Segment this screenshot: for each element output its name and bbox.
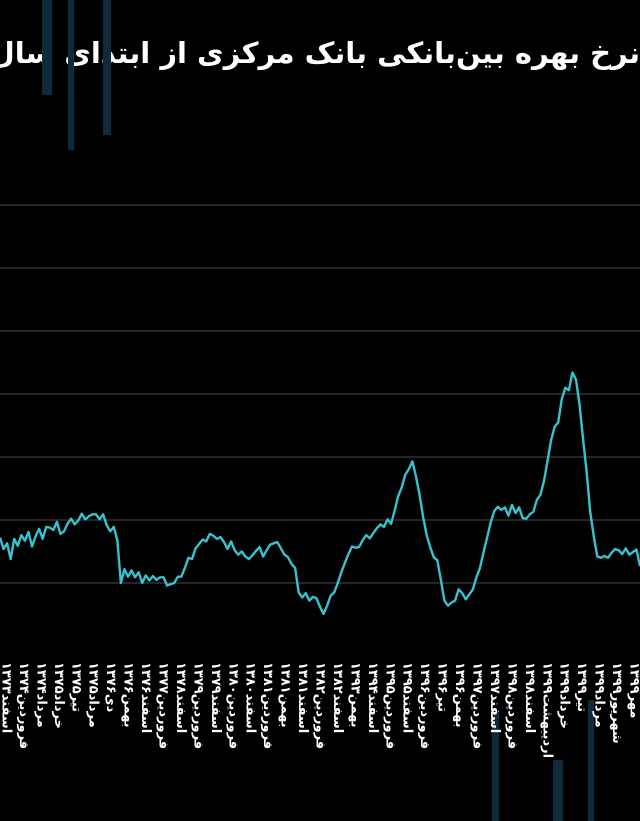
x-tick-label: فروردین۱۳۸۰ [225, 662, 240, 749]
x-tick-label: اسفند۱۳۷۶ [138, 662, 153, 733]
x-tick-label: مرداد۱۳۷۴ [33, 662, 48, 728]
x-tick-label: اسفند۱۳۸۲ [330, 662, 345, 733]
x-tick-label: اسفند۱۳۹۷ [487, 662, 502, 733]
x-tick-label: تیر۱۳۷۵ [68, 662, 83, 712]
x-tick-label: فروردین۱۳۷۹ [190, 662, 205, 749]
x-tick-label: اسفند۱۳۸۰ [243, 662, 258, 733]
x-tick-label: فروردین۱۳۸۲ [313, 662, 328, 749]
x-tick-label: بهمن۱۳۷۶ [121, 662, 136, 728]
x-tick-label: فروردین۱۳۸۱ [260, 662, 275, 749]
background-decoration [42, 0, 594, 821]
x-tick-label: خرداد۱۳۷۵ [51, 662, 66, 729]
x-tick-label: مرداد۱۳۹۹ [592, 662, 607, 728]
decor-bar [553, 760, 563, 821]
y-gridlines [0, 204, 640, 584]
x-tick-label: اسفند۱۳۸۱ [295, 662, 310, 733]
x-tick-label: فروردین۱۳۹۶ [417, 662, 432, 749]
series-group [0, 371, 640, 616]
decor-bar [492, 712, 499, 821]
x-tick-label: اسفند۱۳۹۴ [365, 662, 380, 733]
x-tick-label: فروردین۱۳۹۸ [504, 662, 519, 749]
x-tick-label: تیر۱۳۹۶ [435, 662, 450, 712]
x-tick-label: اردیبهشت۱۳۹۹ [539, 662, 554, 758]
decor-bar [103, 0, 111, 135]
x-tick-label: بهمن۱۳۹۶ [452, 662, 467, 728]
series-line [0, 371, 640, 616]
x-tick-label: فروردین۱۳۹۵ [382, 662, 397, 749]
x-tick-label: مرداد۱۳۷۵ [86, 662, 101, 728]
x-tick-label: شهریور۱۳۹۹ [609, 662, 624, 744]
decor-bar [42, 0, 52, 95]
x-tick-label: اسفند۱۳۹۸ [522, 662, 537, 733]
x-tick-label: فروردین۱۳۷۴ [16, 662, 31, 749]
x-tick-label: خرداد۱۳۹۹ [557, 662, 572, 729]
x-tick-label: فروردین۱۳۹۷ [470, 662, 485, 749]
x-tick-label: بهمن۱۳۸۱ [278, 662, 293, 728]
x-tick-label: بهمن۱۳۹۳ [347, 662, 362, 728]
x-tick-label: دی۱۳۷۶ [103, 662, 118, 713]
decor-bar [68, 0, 74, 150]
x-tick-label: اسفند۱۳۷۹ [208, 662, 223, 733]
x-tick-label: اسفند۱۳۷۸ [173, 662, 188, 733]
x-tick-label: اسفند۱۳۹۵ [400, 662, 415, 733]
decor-bar [588, 700, 594, 821]
x-tick-labels: اسفند۱۳۷۳فروردین۱۳۷۴مرداد۱۳۷۴خرداد۱۳۷۵تی… [0, 662, 640, 758]
x-tick-label: اسفند۱۳۷۳ [0, 662, 14, 733]
x-tick-label: تیر۱۳۹۹ [574, 662, 589, 712]
x-tick-label: مهر۱۳۹۹ [627, 662, 640, 718]
x-tick-label: فروردین۱۳۷۷ [156, 662, 171, 749]
